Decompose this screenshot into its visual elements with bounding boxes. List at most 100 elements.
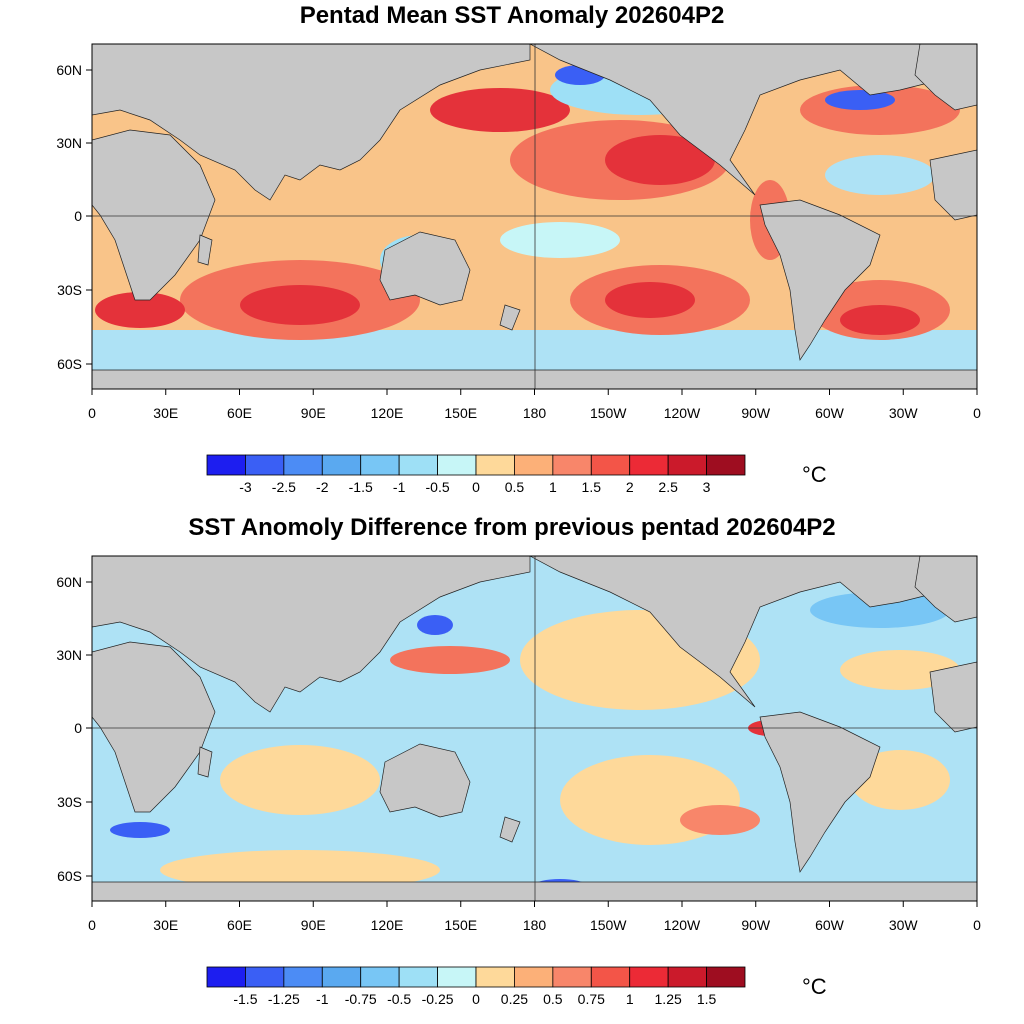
map1-lat-tick-label: 0	[74, 208, 82, 224]
map1-colorbar: -3 -2.5 -2 -1.5 -1 -0.5 0 0.5 1 1.5 2 2.5 3	[206, 454, 746, 495]
map2-lat-tick-label: 60S	[57, 868, 82, 884]
map2-lat-tick-label: 0	[74, 720, 82, 736]
map1-lon-ticks: 0 30E 60E 90E 120E 150E 180 150W 120W 90W 60W 30W 0	[88, 389, 981, 421]
map1-colorbar-label: -3	[239, 479, 252, 495]
map2-lon-tick-label: 30W	[889, 917, 919, 933]
map1-colorbar-label: 0	[472, 479, 480, 495]
map1-colorbar-label: 1	[549, 479, 557, 495]
map1-lon-tick-label: 120W	[664, 405, 701, 421]
map1-panel[interactable]: 60N 30N 0 30S 60S 0 30E 60E 90E 120E 150E 180 150W 1…	[56, 43, 981, 421]
map2-colorbar-swatch	[475, 966, 515, 988]
map1-colorbar-swatch	[706, 454, 746, 476]
map2-colorbar-swatch	[360, 966, 400, 988]
map1-equatorial-pacific-cool	[500, 222, 620, 258]
map2-landmasses	[92, 556, 977, 901]
map2-field	[92, 556, 977, 901]
map1-colorbar-swatch	[321, 454, 362, 476]
map1-colorbar-swatch	[667, 454, 707, 476]
map2-colorbar-label: -1.5	[233, 991, 257, 1007]
map2-lon-tick-label: 180	[523, 917, 547, 933]
map1-lat-tick-label: 60S	[57, 356, 82, 372]
map2-colorbar-swatch	[321, 966, 362, 988]
map1-colorbar-swatch	[283, 454, 323, 476]
map2-colorbar-swatch	[629, 966, 669, 988]
map2-colorbar-label: -0.5	[387, 991, 411, 1007]
map1-colorbar-swatch	[398, 454, 438, 476]
map1-lon-tick-label: 60E	[227, 405, 252, 421]
map1-lat-ticks: 60N 30N 0 30S 60S	[56, 62, 92, 372]
map2-colorbar-swatch	[590, 966, 631, 988]
map2-colorbar-swatch	[245, 966, 285, 988]
map1-agulhas-warm	[95, 292, 185, 328]
map1-lon-tick-label: 150E	[444, 405, 477, 421]
map1-colorbar-label: 2.5	[658, 479, 678, 495]
map2-lon-tick-label: 90E	[301, 917, 326, 933]
map1-colorbar-swatch	[629, 454, 669, 476]
map1-title: Pentad Mean SST Anomaly 202604P2	[299, 2, 725, 29]
map2-colorbar-swatch	[437, 966, 477, 988]
map1-colorbar-swatch	[552, 454, 592, 476]
map2-colorbar-swatch	[552, 966, 592, 988]
map1-lon-tick-label: 90E	[301, 405, 326, 421]
map2-agulhas-cool	[110, 822, 170, 838]
map2-lon-tick-label: 60E	[227, 917, 252, 933]
map2-colorbar-label: 0.5	[543, 991, 563, 1007]
map2-lon-tick-label: 90W	[741, 917, 771, 933]
map2-panel[interactable]: 60N 30N 0 30S 60S 0 30E 60E 90E 120E 150E 180 150W 1…	[56, 555, 981, 933]
map2-colorbar-label: 0	[472, 991, 480, 1007]
map2-lon-tick-label: 150E	[444, 917, 477, 933]
map1-colorbar-label: -0.5	[426, 479, 450, 495]
map1-colorbar-swatch	[514, 454, 554, 476]
map2-title: SST Anomoly Difference from previous pen…	[188, 514, 836, 541]
map2-colorbar-swatch	[514, 966, 554, 988]
map2-colorbar: -1.5 -1.25 -1 -0.75 -0.5 -0.25 0 0.25 0.5 0.75 1 1.…	[206, 966, 746, 1007]
map1-lat-tick-label: 30N	[56, 135, 82, 151]
map2-lat-tick-label: 30N	[56, 647, 82, 663]
map1-lon-tick-label: 180	[523, 405, 547, 421]
map1-lon-tick-label: 30E	[153, 405, 178, 421]
map1-colorbar-swatch	[437, 454, 477, 476]
map1-lon-tick-label: 120E	[371, 405, 404, 421]
map2-colorbar-swatch	[667, 966, 707, 988]
map2-colorbar-label: -0.25	[422, 991, 454, 1007]
map2-lon-tick-label: 0	[88, 917, 96, 933]
map1-colorbar-label: -1	[393, 479, 406, 495]
map2-lon-tick-label: 30E	[153, 917, 178, 933]
map2-colorbar-label: -1	[316, 991, 329, 1007]
map2-lon-tick-label: 150W	[590, 917, 627, 933]
map2-lon-tick-label: 60W	[815, 917, 845, 933]
map1-colorbar-label: 3	[703, 479, 711, 495]
map1-colorbar-label: 1.5	[582, 479, 602, 495]
map2-unit-label: °C	[802, 974, 827, 999]
map1-lon-tick-label: 150W	[590, 405, 627, 421]
map2-colorbar-swatch	[283, 966, 323, 988]
map1-lon-tick-label: 30W	[889, 405, 919, 421]
map1-landmasses	[92, 44, 977, 389]
map1-colorbar-label: -2.5	[272, 479, 296, 495]
map2-colorbar-swatch	[398, 966, 438, 988]
map1-colorbar-swatch	[475, 454, 515, 476]
map2-lon-tick-label: 120E	[371, 917, 404, 933]
map1-colorbar-swatch	[245, 454, 285, 476]
map2-lon-tick-label: 120W	[664, 917, 701, 933]
map2-lat-tick-label: 60N	[56, 574, 82, 590]
map1-field	[92, 44, 977, 389]
map2-colorbar-label: 1	[626, 991, 634, 1007]
map2-colorbar-label: -1.25	[268, 991, 300, 1007]
map1-lon-tick-label: 90W	[741, 405, 771, 421]
map1-lon-tick-label: 0	[88, 405, 96, 421]
map2-colorbar-label: 1.25	[655, 991, 682, 1007]
map2-lat-ticks: 60N 30N 0 30S 60S	[56, 574, 92, 884]
map1-lat-tick-label: 30S	[57, 282, 82, 298]
map2-colorbar-label: 1.5	[697, 991, 717, 1007]
map2-lon-ticks: 0 30E 60E 90E 120E 150E 180 150W 120W 90W 60W 30W 0	[88, 901, 981, 933]
map1-colorbar-swatch	[590, 454, 631, 476]
map2-colorbar-swatch	[206, 966, 246, 988]
map1-colorbar-label: 0.5	[505, 479, 525, 495]
map1-lat-tick-label: 60N	[56, 62, 82, 78]
map1-colorbar-swatch	[206, 454, 246, 476]
map2-colorbar-label: 0.75	[578, 991, 605, 1007]
map1-lon-tick-label: 0	[973, 405, 981, 421]
map1-unit-label: °C	[802, 462, 827, 487]
